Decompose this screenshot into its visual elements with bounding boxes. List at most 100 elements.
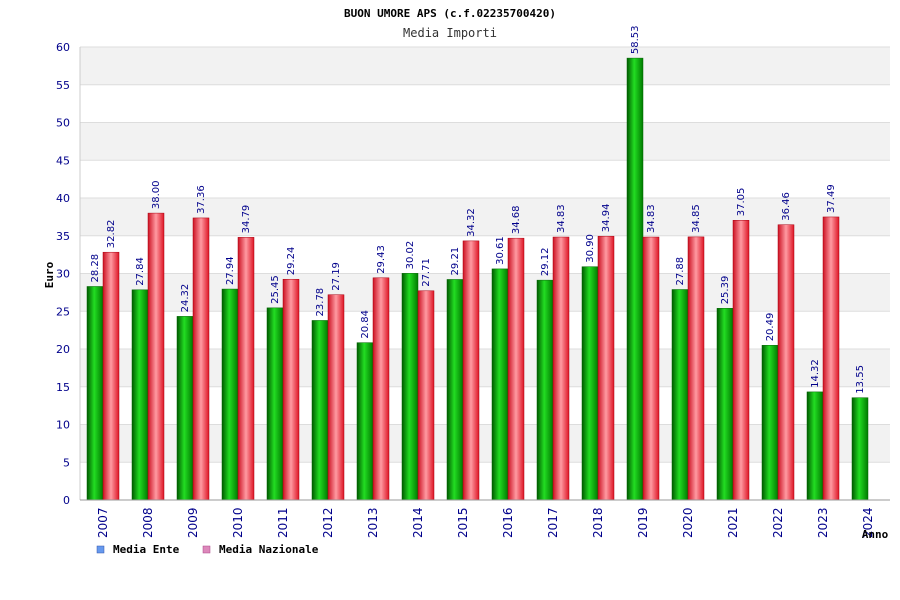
chart-subtitle: Media Importi <box>403 26 497 40</box>
grid-band <box>80 160 890 198</box>
grid-band <box>80 235 890 274</box>
data-label-media-nazionale: 34.83 <box>646 204 657 233</box>
bar-media-ente <box>221 288 239 501</box>
x-tick-label: 2013 <box>366 507 380 538</box>
data-label-media-ente: 29.12 <box>540 248 551 277</box>
bar-media-nazionale <box>282 278 300 501</box>
y-tick-label: 50 <box>56 117 70 130</box>
y-axis: 0 5 10 15 20 25 30 35 40 45 50 55 60 <box>56 41 81 507</box>
data-label-media-ente: 25.39 <box>720 276 731 305</box>
x-tick-label: 2022 <box>771 507 785 538</box>
y-axis-label: Euro <box>43 261 56 288</box>
bar-media-ente <box>356 342 374 501</box>
bar-media-ente <box>266 307 284 501</box>
data-label-media-nazionale: 34.85 <box>691 204 702 233</box>
y-tick-label: 15 <box>56 381 70 394</box>
data-label-media-ente: 25.45 <box>270 275 281 304</box>
bar-media-nazionale <box>777 224 795 501</box>
bar-media-ente <box>86 286 104 501</box>
x-tick-label: 2018 <box>591 507 605 538</box>
data-label-media-ente: 14.32 <box>810 359 821 388</box>
legend-swatch-ente <box>96 545 105 554</box>
bar-media-ente <box>716 308 734 501</box>
x-axis-label: Anno <box>862 528 889 541</box>
data-label-media-ente: 30.02 <box>405 241 416 270</box>
grid-band <box>80 386 890 425</box>
bar-media-nazionale <box>462 240 480 501</box>
data-label-media-nazionale: 38.00 <box>151 180 162 209</box>
data-label-media-ente: 20.49 <box>765 313 776 342</box>
data-label-media-ente: 29.21 <box>450 247 461 276</box>
legend-label-ente: Media Ente <box>113 543 180 556</box>
legend-label-nazionale: Media Nazionale <box>219 543 319 556</box>
data-label-media-nazionale: 29.43 <box>376 245 387 274</box>
bar-media-ente <box>131 289 149 501</box>
data-label-media-nazionale: 37.36 <box>196 185 207 214</box>
x-tick-label: 2011 <box>276 507 290 538</box>
x-tick-label: 2023 <box>816 507 830 538</box>
data-label-media-ente: 30.90 <box>585 234 596 263</box>
data-label-media-ente: 23.78 <box>315 288 326 317</box>
x-tick-label: 2014 <box>411 507 425 538</box>
bar-media-nazionale <box>642 236 660 501</box>
bar-media-nazionale <box>237 237 255 501</box>
grid-band <box>80 273 890 312</box>
grid-band <box>80 47 890 85</box>
grid <box>80 46 890 501</box>
data-label-media-ente: 27.84 <box>135 257 146 286</box>
bar-media-nazionale <box>552 236 570 501</box>
grid-band <box>80 349 890 387</box>
data-label-media-ente: 30.61 <box>495 236 506 265</box>
x-tick-label: 2012 <box>321 507 335 538</box>
data-label-media-nazionale: 32.82 <box>106 220 117 249</box>
bar-media-ente <box>446 279 464 501</box>
grid-band <box>80 84 890 123</box>
bar-media-nazionale <box>597 235 615 501</box>
grid-band <box>80 462 890 500</box>
data-label-media-ente: 24.32 <box>180 284 191 313</box>
y-tick-label: 10 <box>56 419 70 432</box>
bar-media-ente <box>851 397 869 501</box>
bar-media-nazionale <box>822 216 840 501</box>
bar-media-ente <box>671 289 689 501</box>
y-tick-label: 20 <box>56 343 70 356</box>
data-label-media-nazionale: 36.46 <box>781 192 792 221</box>
x-tick-label: 2017 <box>546 507 560 538</box>
data-label-media-nazionale: 37.49 <box>826 184 837 213</box>
data-label-media-nazionale: 27.71 <box>421 258 432 287</box>
data-label-media-nazionale: 34.32 <box>466 208 477 237</box>
data-label-media-nazionale: 34.94 <box>601 204 612 233</box>
y-tick-label: 55 <box>56 79 70 92</box>
bar-media-nazionale <box>732 220 750 501</box>
bar-media-nazionale <box>147 212 165 501</box>
data-label-media-ente: 20.84 <box>360 310 371 339</box>
x-tick-label: 2015 <box>456 507 470 538</box>
x-tick-label: 2021 <box>726 507 740 538</box>
x-tick-label: 2007 <box>96 507 110 538</box>
x-tick-label: 2010 <box>231 507 245 538</box>
bar-media-nazionale <box>192 217 210 501</box>
y-tick-label: 35 <box>56 230 70 243</box>
data-label-media-nazionale: 37.05 <box>736 188 747 217</box>
x-tick-label: 2008 <box>141 507 155 538</box>
y-tick-label: 60 <box>56 41 70 54</box>
legend: Media Ente Media Nazionale <box>96 543 319 556</box>
bar-media-ente <box>536 279 554 501</box>
chart-title: BUON UMORE APS (c.f.02235700420) <box>344 7 556 20</box>
bar-media-nazionale <box>102 251 120 501</box>
data-label-media-ente: 28.28 <box>90 254 101 283</box>
data-label-media-ente: 13.55 <box>855 365 866 394</box>
bar-media-ente <box>311 320 329 501</box>
bar-media-ente <box>401 273 419 501</box>
bar-media-nazionale <box>507 237 525 501</box>
data-label-media-ente: 58.53 <box>630 25 641 54</box>
y-tick-label: 30 <box>56 268 70 281</box>
y-tick-label: 5 <box>63 456 70 469</box>
data-label-media-nazionale: 27.19 <box>331 262 342 291</box>
data-label-media-nazionale: 34.68 <box>511 206 522 235</box>
bar-media-ente <box>491 268 509 501</box>
x-tick-label: 2016 <box>501 507 515 538</box>
x-tick-label: 2020 <box>681 507 695 538</box>
y-tick-label: 45 <box>56 154 70 167</box>
